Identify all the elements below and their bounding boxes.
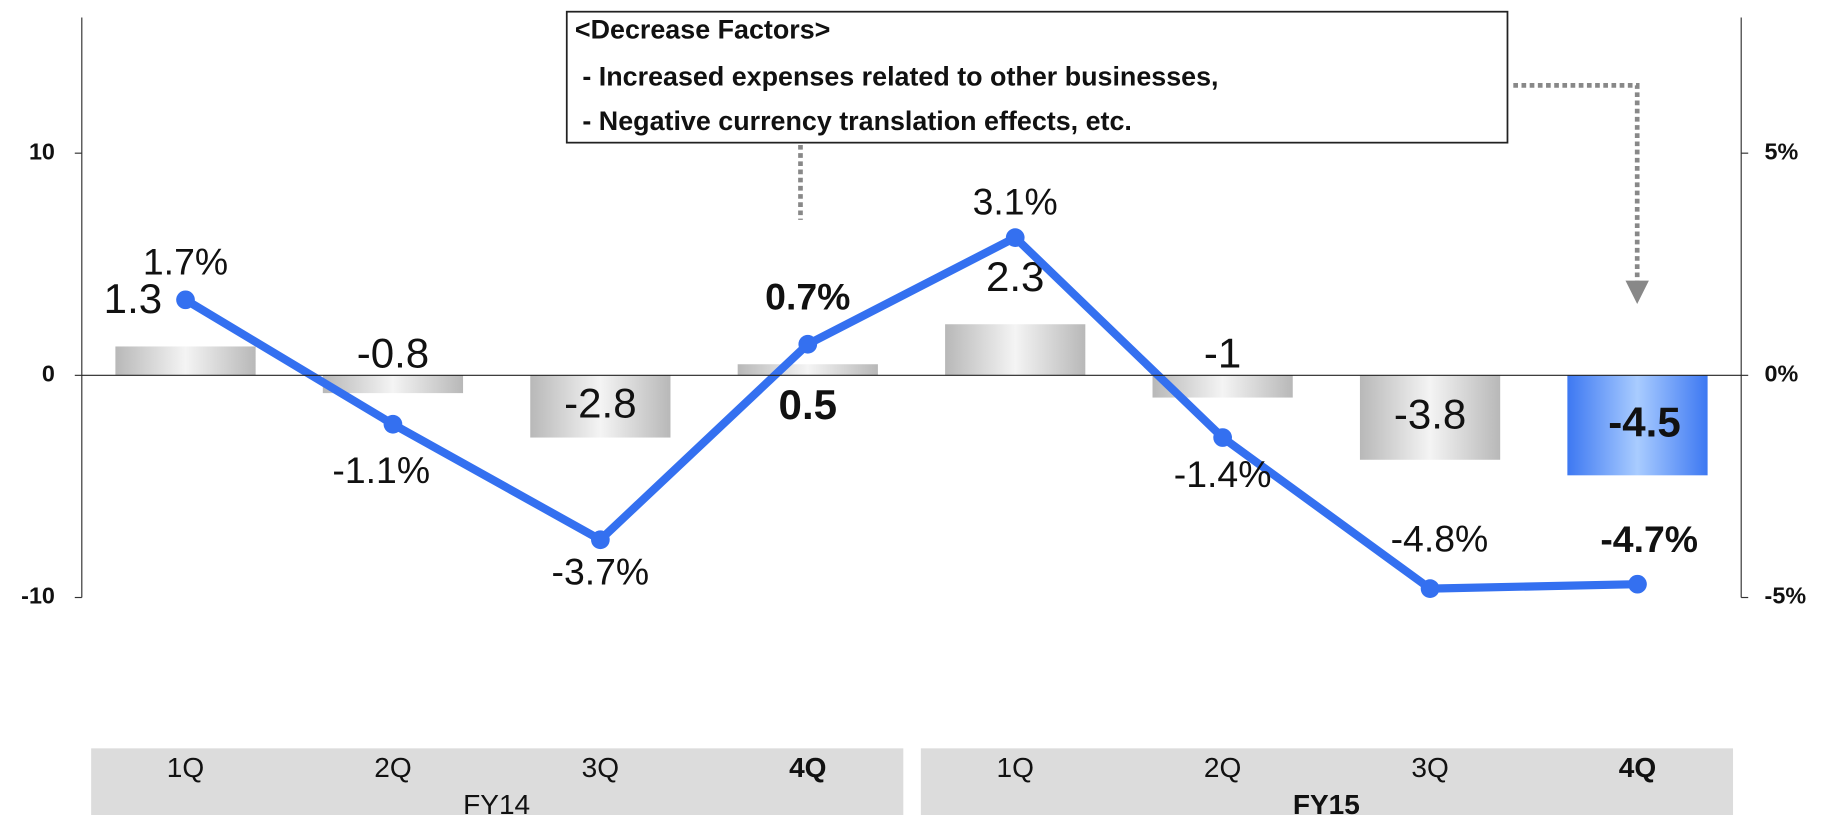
annotation-title: <Decrease Factors> — [575, 15, 830, 45]
line-label: -4.8% — [1391, 518, 1489, 560]
y2-tick-label: -5% — [1765, 583, 1807, 609]
x-tick-label: 1Q — [997, 752, 1034, 783]
line-label: -1.4% — [1174, 453, 1272, 495]
bar-label: 0.5 — [779, 381, 837, 428]
bar — [1567, 375, 1708, 476]
y-tick-label: -10 — [21, 583, 55, 609]
bar — [945, 324, 1086, 376]
line-point — [176, 290, 195, 310]
group-band — [920, 748, 1734, 815]
line-label: -3.7% — [552, 551, 650, 593]
group-band — [91, 748, 904, 815]
bar-label: -0.8 — [357, 330, 429, 377]
x-tick-label: 4Q — [789, 752, 826, 783]
line-label: 1.7% — [143, 241, 228, 283]
bar-label: -4.5 — [1608, 398, 1680, 445]
y-tick-label: 10 — [29, 138, 55, 164]
group-label: FY14 — [463, 789, 530, 815]
y-tick-label: 0 — [42, 361, 55, 387]
line-label: -4.7% — [1600, 518, 1698, 560]
line-label: 0.7% — [765, 276, 850, 318]
group-label: FY15 — [1293, 789, 1360, 815]
line-label: 3.1% — [973, 181, 1058, 223]
x-tick-label: 1Q — [167, 752, 204, 783]
bar — [1152, 375, 1293, 398]
line-point — [1213, 428, 1232, 447]
line-point — [1005, 228, 1025, 247]
x-tick-label: 2Q — [374, 752, 411, 783]
bar — [737, 364, 878, 376]
annotation-box — [565, 10, 1509, 144]
bar-label: -3.8 — [1394, 391, 1466, 438]
bar — [115, 346, 256, 376]
bar-label: -2.8 — [564, 380, 636, 427]
annotation-arrow — [1513, 83, 1649, 305]
bar-label: 1.3 — [104, 275, 162, 322]
annotation-line: - Negative currency translation effects,… — [575, 106, 1132, 136]
y2-tick-label: 0% — [1765, 361, 1799, 387]
bar — [1359, 375, 1501, 460]
x-tick-label: 3Q — [1411, 752, 1448, 783]
line-point — [591, 530, 610, 550]
line-label: -1.1% — [332, 449, 430, 491]
line — [183, 233, 1638, 593]
bar-label: -1 — [1204, 330, 1241, 377]
x-tick-label: 2Q — [1204, 752, 1241, 783]
y2-tick-label: 5% — [1765, 138, 1799, 164]
bar — [530, 375, 671, 438]
line-point — [1420, 579, 1440, 598]
line-point — [1628, 574, 1647, 594]
annotation-line: - Increased expenses related to other bu… — [575, 61, 1219, 91]
x-tick-label: 4Q — [1619, 752, 1656, 783]
line-point — [383, 414, 403, 434]
line-point — [798, 334, 818, 354]
x-tick-label: 3Q — [582, 752, 619, 783]
bar — [322, 375, 464, 394]
